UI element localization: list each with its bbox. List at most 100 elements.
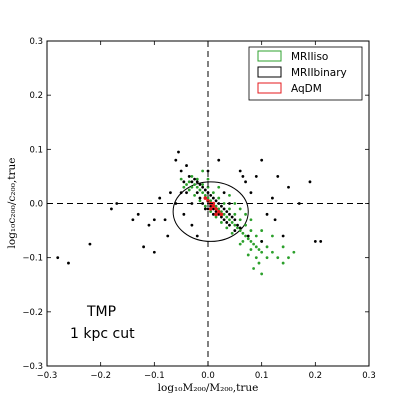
point-mriibinary-55 — [233, 229, 237, 232]
point-mriibinary-22 — [190, 180, 194, 184]
point-aqdm-7 — [214, 212, 218, 217]
point-mriiiso-12 — [214, 204, 218, 208]
point-mriiiso-41 — [249, 229, 253, 232]
point-mriiiso-44 — [265, 245, 269, 249]
reference-lines — [47, 41, 369, 366]
point-mriiiso-67 — [228, 193, 231, 197]
point-mriibinary-54 — [233, 218, 237, 222]
x-tick-label-1: −0.2 — [90, 371, 111, 381]
point-mriiiso-54 — [230, 231, 234, 235]
tick-layer — [46, 40, 370, 367]
point-mriiiso-29 — [260, 250, 264, 254]
series-aqdm — [203, 196, 224, 217]
point-mriibinary-3 — [110, 207, 113, 211]
point-mriibinary-14 — [169, 191, 172, 195]
x-tick-label-5: 0.2 — [309, 371, 323, 381]
x-tick-label-6: 0.3 — [362, 371, 376, 381]
series-mriibinary — [56, 150, 323, 265]
point-mriibinary-48 — [222, 218, 226, 222]
point-mriiiso-48 — [238, 242, 242, 246]
legend-label-mriibinary: MRIIbinary — [291, 67, 347, 79]
point-mriibinary-15 — [174, 158, 178, 162]
point-mriiiso-40 — [244, 223, 247, 227]
point-mriiiso-17 — [228, 218, 231, 222]
point-mriibinary-63 — [254, 175, 258, 178]
point-mriiiso-5 — [195, 185, 199, 189]
point-mriiiso-30 — [190, 175, 194, 178]
x-axis-label: log₁₀M₂₀₀/M₂₀₀,true — [158, 382, 259, 394]
point-mriiiso-0 — [179, 177, 183, 181]
point-mriiiso-74 — [281, 245, 285, 249]
point-mriibinary-13 — [166, 234, 170, 238]
annotation-cut: 1 kpc cut — [70, 326, 135, 342]
series-layer — [56, 150, 323, 276]
point-mriiiso-68 — [233, 202, 237, 205]
point-mriibinary-18 — [182, 212, 186, 216]
point-mriibinary-40 — [211, 212, 215, 216]
ellipse-0 — [172, 181, 249, 242]
point-mriiiso-69 — [238, 207, 242, 211]
point-mriiiso-71 — [249, 218, 253, 222]
point-mriibinary-28 — [198, 196, 202, 200]
x-tick-label-0: −0.3 — [37, 371, 58, 381]
point-mriiiso-31 — [195, 177, 199, 181]
point-mriiiso-8 — [203, 193, 207, 197]
y-tick-label-4: −0.1 — [22, 254, 43, 264]
point-mriiiso-2 — [187, 180, 191, 184]
point-mriibinary-17 — [179, 169, 183, 173]
y-axis-label: log₁₀c₂₀₀/c₂₀₀,true — [6, 158, 18, 249]
point-mriibinary-56 — [236, 223, 239, 227]
point-aqdm-9 — [208, 207, 213, 211]
point-mriibinary-41 — [214, 199, 218, 203]
point-mriiiso-25 — [249, 240, 253, 243]
point-mriibinary-12 — [163, 218, 167, 222]
point-mriiiso-21 — [238, 229, 242, 232]
point-mriiiso-57 — [214, 215, 218, 219]
point-mriiiso-51 — [260, 272, 264, 276]
point-aqdm-6 — [211, 201, 216, 206]
point-mriiiso-32 — [201, 183, 205, 186]
tick-label-layer: −0.3 −0.2 −0.1 0.0 0.1 0.2 0.3 0.3 0.2 0.1 0.0 −0.1… — [22, 37, 375, 381]
point-mriibinary-60 — [244, 180, 247, 184]
point-mriibinary-10 — [152, 250, 156, 254]
legend-box — [248, 46, 363, 101]
point-mriiiso-14 — [220, 210, 223, 214]
point-mriibinary-68 — [273, 218, 277, 222]
point-mriiiso-61 — [193, 193, 196, 197]
point-mriibinary-1 — [67, 261, 70, 265]
point-mriibinary-35 — [206, 207, 210, 211]
point-mriibinary-58 — [238, 169, 242, 173]
point-mriibinary-80 — [182, 180, 186, 184]
x-tick-label-3: 0.0 — [201, 371, 215, 381]
point-mriiiso-1 — [185, 183, 188, 186]
point-mriiiso-65 — [206, 177, 210, 181]
point-mriibinary-57 — [238, 226, 242, 230]
point-mriiiso-4 — [193, 183, 196, 186]
point-aqdm-5 — [216, 209, 221, 214]
point-mriibinary-65 — [260, 240, 264, 243]
point-mriibinary-59 — [241, 175, 245, 178]
point-mriibinary-70 — [281, 234, 285, 238]
point-mriibinary-64 — [260, 158, 264, 162]
point-mriibinary-71 — [287, 185, 290, 189]
point-mriibinary-67 — [271, 196, 274, 200]
point-mriibinary-11 — [158, 196, 162, 200]
point-mriiiso-7 — [201, 191, 205, 195]
point-mriiiso-16 — [225, 215, 229, 219]
point-mriiiso-37 — [228, 207, 231, 211]
point-mriibinary-73 — [308, 180, 312, 184]
point-mriiiso-73 — [271, 234, 274, 238]
point-mriibinary-45 — [220, 204, 223, 208]
point-mriiiso-63 — [182, 185, 186, 189]
point-mriiiso-10 — [209, 199, 213, 203]
point-mriibinary-38 — [211, 196, 215, 200]
point-mriiiso-70 — [244, 212, 247, 216]
point-mriibinary-9 — [152, 218, 156, 222]
point-mriiiso-62 — [187, 188, 191, 192]
point-mriibinary-8 — [147, 223, 151, 227]
point-mriiiso-66 — [217, 185, 221, 189]
point-mriiiso-58 — [209, 210, 213, 214]
point-mriibinary-44 — [217, 212, 221, 216]
legend-swatch-mriiiso — [257, 50, 282, 62]
point-mriibinary-69 — [276, 175, 280, 178]
